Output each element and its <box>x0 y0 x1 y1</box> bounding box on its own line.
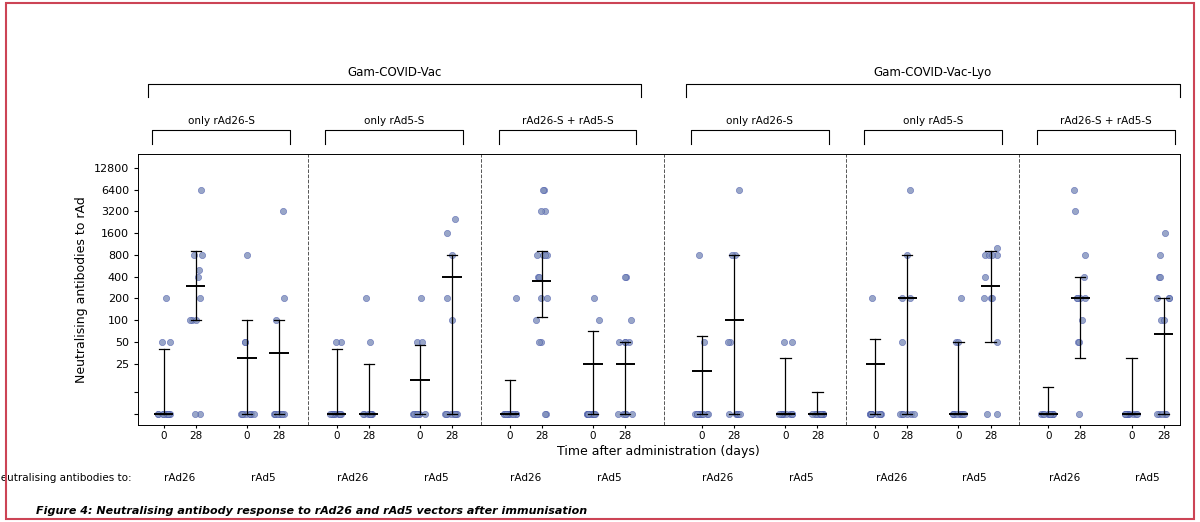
Text: Neutralising antibodies to:: Neutralising antibodies to: <box>0 472 132 483</box>
Text: rAd5: rAd5 <box>790 472 814 483</box>
Text: Figure 4: Neutralising antibody response to rAd26 and rAd5 vectors after immunis: Figure 4: Neutralising antibody response… <box>36 506 587 516</box>
Y-axis label: Neutralising antibodies to rAd: Neutralising antibodies to rAd <box>76 196 88 383</box>
Text: Gam-COVID-Vac-Lyo: Gam-COVID-Vac-Lyo <box>874 66 992 79</box>
Text: only rAd26-S: only rAd26-S <box>188 116 254 126</box>
Text: rAd26-S + rAd5-S: rAd26-S + rAd5-S <box>1060 116 1152 126</box>
Text: rAd26: rAd26 <box>1049 472 1080 483</box>
Text: rAd5: rAd5 <box>1135 472 1160 483</box>
Text: Gam-COVID-Vac: Gam-COVID-Vac <box>347 66 442 79</box>
Text: rAd5: rAd5 <box>424 472 449 483</box>
Text: rAd26-S + rAd5-S: rAd26-S + rAd5-S <box>522 116 613 126</box>
Text: rAd26: rAd26 <box>164 472 196 483</box>
Text: rAd26: rAd26 <box>510 472 541 483</box>
Text: rAd26: rAd26 <box>337 472 368 483</box>
X-axis label: Time after administration (days): Time after administration (days) <box>558 445 760 458</box>
Text: rAd5: rAd5 <box>251 472 275 483</box>
Text: rAd5: rAd5 <box>596 472 622 483</box>
Text: rAd26: rAd26 <box>876 472 907 483</box>
Text: rAd5: rAd5 <box>962 472 986 483</box>
Text: rAd26: rAd26 <box>702 472 733 483</box>
Text: only rAd5-S: only rAd5-S <box>902 116 964 126</box>
Text: only rAd5-S: only rAd5-S <box>365 116 425 126</box>
Text: only rAd26-S: only rAd26-S <box>726 116 793 126</box>
